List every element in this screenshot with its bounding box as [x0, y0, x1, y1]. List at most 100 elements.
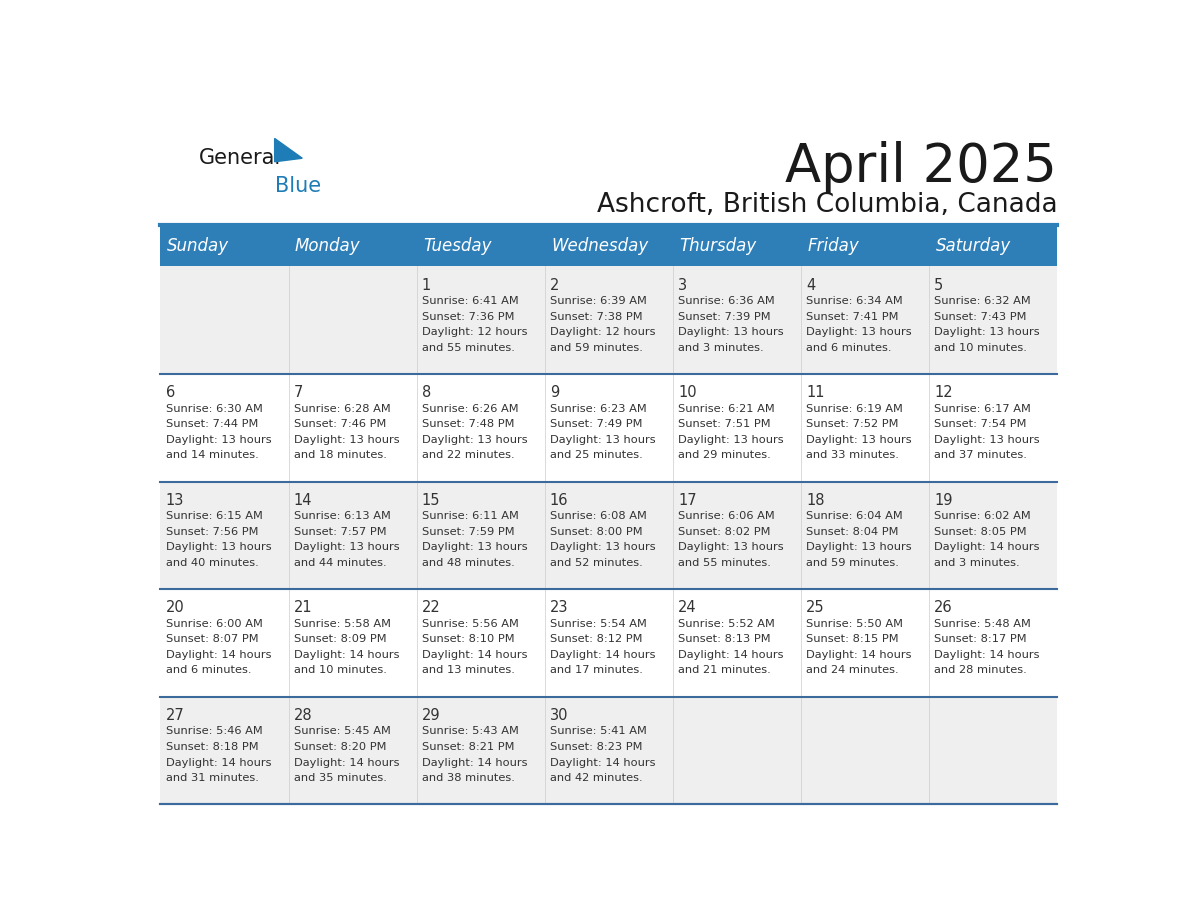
Bar — [289, 482, 417, 589]
Text: Sunday: Sunday — [166, 237, 229, 254]
Text: Daylight: 14 hours: Daylight: 14 hours — [165, 650, 271, 660]
Polygon shape — [274, 139, 302, 162]
Text: and 40 minutes.: and 40 minutes. — [165, 558, 258, 568]
Text: Daylight: 14 hours: Daylight: 14 hours — [422, 757, 527, 767]
Text: 6: 6 — [165, 386, 175, 400]
Text: Sunset: 8:23 PM: Sunset: 8:23 PM — [550, 742, 643, 752]
Text: 29: 29 — [422, 708, 441, 723]
Bar — [801, 697, 929, 804]
Text: and 6 minutes.: and 6 minutes. — [165, 666, 251, 676]
Text: Sunrise: 6:26 AM: Sunrise: 6:26 AM — [422, 404, 518, 414]
Text: and 10 minutes.: and 10 minutes. — [293, 666, 386, 676]
Text: Daylight: 14 hours: Daylight: 14 hours — [293, 757, 399, 767]
Text: 20: 20 — [165, 600, 184, 615]
Text: Daylight: 13 hours: Daylight: 13 hours — [678, 327, 784, 337]
Text: April 2025: April 2025 — [785, 140, 1057, 193]
Text: 25: 25 — [807, 600, 824, 615]
Bar — [417, 374, 545, 482]
Text: Daylight: 13 hours: Daylight: 13 hours — [165, 435, 271, 445]
Text: Sunrise: 6:15 AM: Sunrise: 6:15 AM — [165, 511, 263, 521]
Bar — [289, 589, 417, 697]
Text: Sunset: 7:54 PM: Sunset: 7:54 PM — [934, 420, 1026, 430]
Bar — [545, 266, 672, 374]
Text: Sunrise: 5:45 AM: Sunrise: 5:45 AM — [293, 726, 391, 736]
Text: Sunrise: 6:00 AM: Sunrise: 6:00 AM — [165, 619, 263, 629]
Bar — [160, 697, 289, 804]
Bar — [160, 225, 289, 266]
Text: Daylight: 14 hours: Daylight: 14 hours — [550, 757, 656, 767]
Text: and 25 minutes.: and 25 minutes. — [550, 451, 643, 460]
Text: and 42 minutes.: and 42 minutes. — [550, 773, 643, 783]
Text: and 3 minutes.: and 3 minutes. — [678, 342, 764, 353]
Bar — [160, 266, 289, 374]
Text: Sunset: 7:46 PM: Sunset: 7:46 PM — [293, 420, 386, 430]
Text: Sunset: 7:52 PM: Sunset: 7:52 PM — [807, 420, 898, 430]
Bar — [417, 266, 545, 374]
Bar — [929, 482, 1057, 589]
Text: Sunrise: 6:39 AM: Sunrise: 6:39 AM — [550, 297, 646, 306]
Text: and 55 minutes.: and 55 minutes. — [678, 558, 771, 568]
Text: Friday: Friday — [808, 237, 859, 254]
Text: 24: 24 — [678, 600, 696, 615]
Bar — [417, 482, 545, 589]
Text: and 3 minutes.: and 3 minutes. — [934, 558, 1019, 568]
Text: Sunset: 7:57 PM: Sunset: 7:57 PM — [293, 527, 386, 537]
Text: Sunset: 7:48 PM: Sunset: 7:48 PM — [422, 420, 514, 430]
Text: and 52 minutes.: and 52 minutes. — [550, 558, 643, 568]
Text: Sunset: 8:13 PM: Sunset: 8:13 PM — [678, 634, 771, 644]
Bar — [801, 482, 929, 589]
Text: Sunset: 7:39 PM: Sunset: 7:39 PM — [678, 311, 771, 321]
Text: 26: 26 — [934, 600, 953, 615]
Bar — [545, 589, 672, 697]
Text: Sunset: 8:20 PM: Sunset: 8:20 PM — [293, 742, 386, 752]
Text: Sunrise: 6:17 AM: Sunrise: 6:17 AM — [934, 404, 1031, 414]
Bar — [289, 225, 417, 266]
Text: Sunrise: 6:08 AM: Sunrise: 6:08 AM — [550, 511, 646, 521]
Text: and 35 minutes.: and 35 minutes. — [293, 773, 386, 783]
Text: Daylight: 14 hours: Daylight: 14 hours — [293, 650, 399, 660]
Text: Sunset: 7:51 PM: Sunset: 7:51 PM — [678, 420, 771, 430]
Text: and 55 minutes.: and 55 minutes. — [422, 342, 514, 353]
Text: Daylight: 14 hours: Daylight: 14 hours — [807, 650, 911, 660]
Text: Daylight: 13 hours: Daylight: 13 hours — [422, 435, 527, 445]
Bar — [160, 589, 289, 697]
Text: Daylight: 14 hours: Daylight: 14 hours — [550, 650, 656, 660]
Text: Sunset: 7:41 PM: Sunset: 7:41 PM — [807, 311, 898, 321]
Bar — [160, 482, 289, 589]
Bar — [801, 266, 929, 374]
Text: and 44 minutes.: and 44 minutes. — [293, 558, 386, 568]
Text: Sunset: 8:17 PM: Sunset: 8:17 PM — [934, 634, 1026, 644]
Text: 1: 1 — [422, 278, 431, 293]
Text: Sunset: 8:21 PM: Sunset: 8:21 PM — [422, 742, 514, 752]
Text: and 6 minutes.: and 6 minutes. — [807, 342, 892, 353]
Text: Sunrise: 5:50 AM: Sunrise: 5:50 AM — [807, 619, 903, 629]
Text: Daylight: 14 hours: Daylight: 14 hours — [934, 650, 1040, 660]
Text: 12: 12 — [934, 386, 953, 400]
Text: Monday: Monday — [295, 237, 361, 254]
Text: 19: 19 — [934, 493, 953, 508]
Text: and 59 minutes.: and 59 minutes. — [550, 342, 643, 353]
Text: Sunrise: 6:32 AM: Sunrise: 6:32 AM — [934, 297, 1031, 306]
Text: Sunrise: 5:56 AM: Sunrise: 5:56 AM — [422, 619, 519, 629]
Text: 2: 2 — [550, 278, 560, 293]
Text: 16: 16 — [550, 493, 568, 508]
Text: 7: 7 — [293, 386, 303, 400]
Text: Daylight: 13 hours: Daylight: 13 hours — [550, 543, 656, 553]
Text: Saturday: Saturday — [935, 237, 1011, 254]
Text: Sunrise: 5:46 AM: Sunrise: 5:46 AM — [165, 726, 263, 736]
Text: 22: 22 — [422, 600, 441, 615]
Bar — [672, 266, 801, 374]
Text: Daylight: 13 hours: Daylight: 13 hours — [293, 543, 399, 553]
Text: 14: 14 — [293, 493, 312, 508]
Text: Sunrise: 6:28 AM: Sunrise: 6:28 AM — [293, 404, 391, 414]
Text: Daylight: 13 hours: Daylight: 13 hours — [550, 435, 656, 445]
Text: Daylight: 13 hours: Daylight: 13 hours — [165, 543, 271, 553]
Text: Sunset: 8:15 PM: Sunset: 8:15 PM — [807, 634, 899, 644]
Bar — [929, 374, 1057, 482]
Text: and 29 minutes.: and 29 minutes. — [678, 451, 771, 460]
Bar — [801, 225, 929, 266]
Text: 15: 15 — [422, 493, 441, 508]
Text: Daylight: 12 hours: Daylight: 12 hours — [422, 327, 527, 337]
Text: Daylight: 14 hours: Daylight: 14 hours — [165, 757, 271, 767]
Text: 17: 17 — [678, 493, 696, 508]
